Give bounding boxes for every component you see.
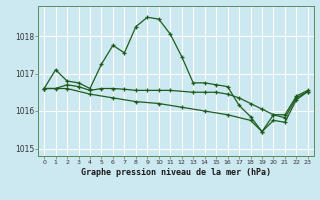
X-axis label: Graphe pression niveau de la mer (hPa): Graphe pression niveau de la mer (hPa) bbox=[81, 168, 271, 177]
